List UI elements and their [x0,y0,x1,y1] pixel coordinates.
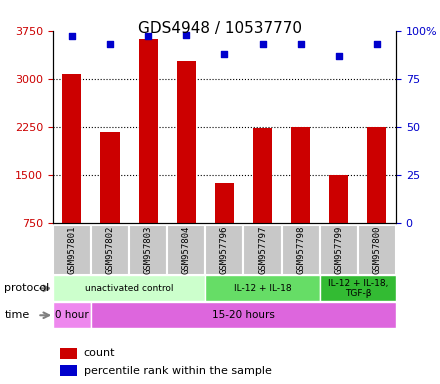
FancyBboxPatch shape [205,225,243,275]
Text: GSM957799: GSM957799 [334,225,343,274]
Text: time: time [4,310,29,320]
Bar [62,74,81,223]
Point [374,41,381,47]
FancyBboxPatch shape [91,302,396,328]
FancyBboxPatch shape [320,225,358,275]
FancyBboxPatch shape [53,275,205,301]
Point [106,41,114,47]
Text: GDS4948 / 10537770: GDS4948 / 10537770 [138,21,302,36]
Text: IL-12 + IL-18: IL-12 + IL-18 [234,284,291,293]
Bar [291,127,310,223]
Text: GSM957798: GSM957798 [296,225,305,274]
Bar [100,131,120,223]
Bar [60,365,77,376]
Bar [253,128,272,223]
Text: GSM957796: GSM957796 [220,225,229,274]
Text: 15-20 hours: 15-20 hours [212,310,275,320]
Point [335,53,342,59]
Text: 0 hour: 0 hour [55,310,89,320]
Text: IL-12 + IL-18,
TGF-β: IL-12 + IL-18, TGF-β [328,279,388,298]
FancyBboxPatch shape [282,225,320,275]
FancyBboxPatch shape [358,225,396,275]
FancyBboxPatch shape [91,225,129,275]
Point [68,33,75,40]
Text: unactivated control: unactivated control [85,284,173,293]
Bar [329,175,348,223]
FancyBboxPatch shape [53,225,91,275]
Text: percentile rank within the sample: percentile rank within the sample [84,366,271,376]
Text: GSM957797: GSM957797 [258,225,267,274]
FancyBboxPatch shape [320,275,396,301]
FancyBboxPatch shape [129,225,167,275]
Bar [139,39,158,223]
Text: GSM957800: GSM957800 [372,225,381,274]
Text: count: count [84,348,115,358]
Text: GSM957804: GSM957804 [182,225,191,274]
Text: protocol: protocol [4,283,50,293]
Bar [177,61,196,223]
FancyBboxPatch shape [167,225,205,275]
Bar [215,183,234,223]
FancyBboxPatch shape [205,275,320,301]
Point [221,51,228,57]
Bar [367,127,386,223]
Point [297,41,304,47]
Text: GSM957803: GSM957803 [143,225,153,274]
Point [145,33,152,40]
Text: GSM957802: GSM957802 [106,225,114,274]
Bar [60,348,77,359]
Point [183,31,190,38]
Text: GSM957801: GSM957801 [67,225,77,274]
Point [259,41,266,47]
FancyBboxPatch shape [243,225,282,275]
FancyBboxPatch shape [53,302,91,328]
